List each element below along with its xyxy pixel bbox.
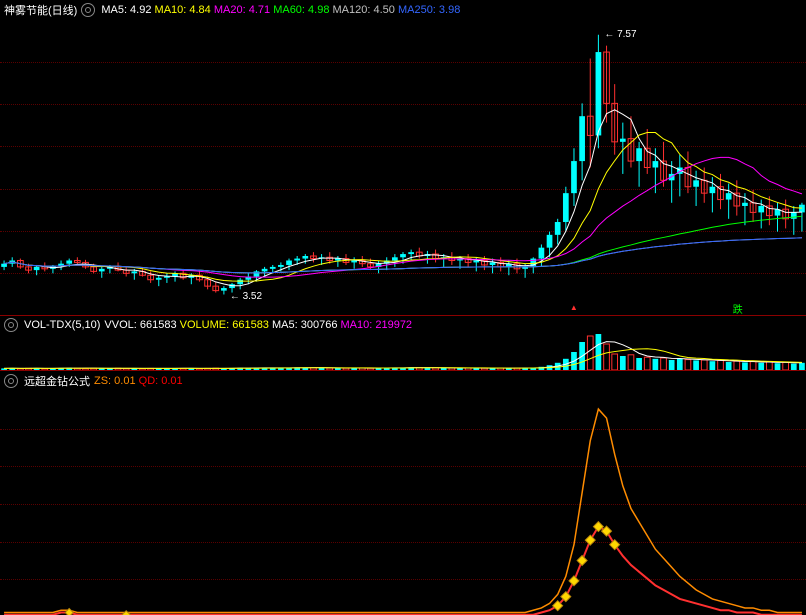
volume-title: VOL-TDX(5,10) bbox=[24, 319, 100, 331]
indicator-chart[interactable] bbox=[0, 391, 806, 615]
indicator-header: 远超金钻公式 ZS: 0.01 QD: 0.01 bbox=[0, 371, 806, 391]
ma-legend: MA5: 4.92 MA10: 4.84 MA20: 4.71 MA60: 4.… bbox=[101, 4, 460, 16]
gear-icon[interactable] bbox=[4, 374, 18, 388]
volume-header: VOL-TDX(5,10) VVOL: 661583 VOLUME: 66158… bbox=[0, 316, 806, 334]
gear-icon[interactable] bbox=[4, 318, 18, 332]
volume-panel: VOL-TDX(5,10) VVOL: 661583 VOLUME: 66158… bbox=[0, 316, 806, 371]
gear-icon[interactable] bbox=[81, 3, 95, 17]
price-header: 神雾节能(日线) MA5: 4.92 MA10: 4.84 MA20: 4.71… bbox=[0, 0, 806, 20]
volume-legend: VVOL: 661583 VOLUME: 661583 MA5: 300766 … bbox=[104, 319, 412, 331]
indicator-title: 远超金钻公式 bbox=[24, 373, 90, 389]
price-chart[interactable]: ← 7.57← 3.52跌▲ bbox=[0, 20, 806, 315]
stock-title: 神雾节能(日线) bbox=[4, 2, 77, 18]
indicator-panel: 远超金钻公式 ZS: 0.01 QD: 0.01 bbox=[0, 371, 806, 615]
volume-chart[interactable] bbox=[0, 334, 806, 370]
price-panel: 神雾节能(日线) MA5: 4.92 MA10: 4.84 MA20: 4.71… bbox=[0, 0, 806, 316]
indicator-legend: ZS: 0.01 QD: 0.01 bbox=[94, 375, 183, 387]
